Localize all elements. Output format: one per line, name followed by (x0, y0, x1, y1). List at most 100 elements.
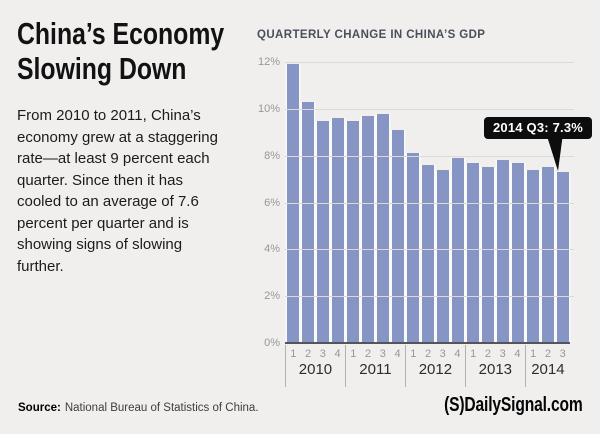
gdp-bar (421, 165, 434, 343)
bar-cell (405, 62, 420, 343)
y-tick-label: 4% (264, 243, 280, 256)
year-bar-group (465, 62, 525, 343)
quarter-label: 1 (410, 348, 417, 360)
logo-text: DailySignal.com (464, 394, 583, 416)
bar-cell (555, 62, 570, 343)
gdp-bar (556, 172, 569, 343)
gdp-bar (376, 113, 389, 343)
headline: China’s Economy Slowing Down (17, 16, 249, 86)
gdp-bar (346, 120, 359, 343)
bar-cell (465, 62, 480, 343)
quarter-label: 2 (424, 348, 432, 360)
bar-cell (480, 62, 495, 343)
year-label: 2014 (531, 361, 565, 378)
gridline (285, 296, 574, 298)
bar-cell (285, 62, 300, 343)
quarter-label: 3 (439, 348, 446, 360)
gdp-bar (466, 162, 479, 343)
gdp-bar (451, 158, 464, 343)
logo-mark: (S) (444, 394, 465, 416)
quarter-label: 1 (530, 348, 537, 360)
gdp-bar (496, 160, 509, 343)
y-tick-label: 8% (264, 149, 280, 162)
quarter-label: 2 (484, 348, 492, 360)
year-label: 2011 (359, 361, 392, 378)
source-line: Source: National Bureau of Statistics of … (18, 402, 259, 414)
left-column: China’s Economy Slowing Down From 2010 t… (17, 16, 249, 277)
gdp-bar (361, 115, 374, 343)
quarter-label: 1 (290, 348, 297, 360)
quarter-label: 2 (544, 348, 551, 360)
callout-text: 2014 Q3: 7.3% (493, 120, 584, 135)
gdp-bar (316, 120, 329, 343)
x-year-group: 1 2 3 4 2012 (404, 345, 465, 387)
quarter-label: 3 (499, 348, 506, 360)
bar-cell (495, 62, 510, 343)
headline-line1: China’s Economy (17, 16, 225, 51)
bar-cell (420, 62, 435, 343)
quarter-label: 3 (319, 348, 326, 360)
year-bar-group (525, 62, 570, 343)
bars-row (285, 62, 570, 343)
y-tick-label: 6% (264, 196, 280, 209)
gdp-bar (331, 118, 344, 343)
bar-cell (435, 62, 450, 343)
intro-paragraph: From 2010 to 2011, China’s economy grew … (17, 107, 218, 275)
bar-cell (345, 62, 360, 343)
year-bar-group (345, 62, 405, 343)
quarter-label: 4 (454, 348, 461, 360)
bar-cell (330, 62, 345, 343)
y-tick-label: 2% (264, 290, 280, 303)
y-axis: 12% 10% 8% 6% 4% 2% 0% (232, 56, 280, 349)
quarter-label: 1 (470, 348, 477, 360)
gdp-bar (286, 64, 299, 343)
bar-cell (375, 62, 390, 343)
x-year-group: 1 2 3 2014 (524, 345, 570, 387)
bar-cell (525, 62, 540, 343)
y-tick-label: 10% (257, 102, 280, 115)
gdp-bar (541, 167, 554, 343)
quarter-label: 1 (350, 348, 357, 360)
gdp-bar (391, 129, 404, 343)
daily-signal-logo: (S)DailySignal.com (444, 394, 584, 417)
y-tick-label: 0% (264, 337, 280, 349)
source-text: National Bureau of Statistics of China. (64, 402, 259, 414)
quarter-label: 3 (559, 348, 566, 360)
chart-title: QUARTERLY CHANGE IN CHINA’S GDP (257, 29, 486, 41)
gdp-bar (301, 101, 314, 343)
quarter-label: 4 (334, 348, 341, 360)
gridline (285, 62, 574, 63)
bar-cell (510, 62, 525, 343)
bar-cell (540, 62, 555, 343)
x-axis-baseline (285, 342, 570, 344)
callout: 2014 Q3: 7.3% (484, 117, 593, 139)
bar-cell (360, 62, 375, 343)
x-year-group: 1 2 3 4 2010 (285, 345, 345, 387)
year-bar-group (405, 62, 465, 343)
gridline (285, 249, 574, 251)
headline-line2: Slowing Down (17, 51, 187, 86)
bar-cell (300, 62, 315, 343)
quarter-label: 3 (379, 348, 386, 360)
bar-cell (390, 62, 405, 343)
x-axis: 1 2 3 4 2010 1 2 3 4 2011 1 2 3 4 2012 1 2 3 4 2013 1 2 3 2014 (285, 345, 570, 387)
year-label: 2013 (478, 361, 513, 378)
year-label: 2012 (418, 361, 453, 378)
gdp-bar (526, 169, 539, 343)
source-label: Source: (18, 402, 61, 414)
gdp-bar (481, 167, 494, 343)
gdp-bar (406, 153, 419, 343)
gridline (285, 108, 574, 110)
x-year-group: 1 2 3 4 2011 (344, 345, 405, 387)
y-tick-label: 12% (257, 56, 280, 68)
x-year-group: 1 2 3 4 2013 (464, 345, 525, 387)
plot-area (285, 62, 574, 343)
gridline (285, 155, 574, 157)
year-bar-group (285, 62, 345, 343)
